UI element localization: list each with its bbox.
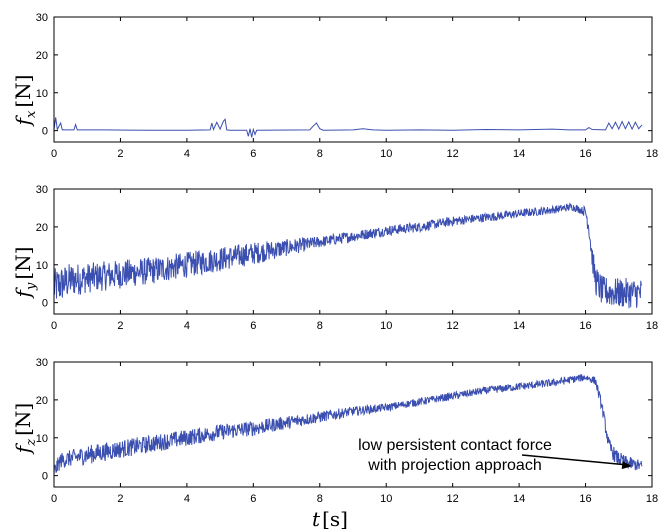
fy-xtick-label: 14 xyxy=(513,320,525,332)
fx-ylabel: fx[N] xyxy=(11,75,39,128)
fy-xtick-label: 4 xyxy=(184,320,190,332)
fx-ytick-label: 20 xyxy=(36,50,48,62)
fy-xtick-label: 18 xyxy=(646,320,658,332)
fy-xtick-label: 12 xyxy=(447,320,459,332)
fx-xtick-label: 6 xyxy=(250,148,256,160)
fz-ylabel-unit: [N] xyxy=(11,403,35,436)
fx-xtick-label: 4 xyxy=(184,148,190,160)
fz-xtick-label: 4 xyxy=(184,493,190,505)
x-axis-label-symbol: t xyxy=(312,507,321,529)
fy-xtick-label: 2 xyxy=(117,320,123,332)
annotation-arrow xyxy=(521,454,625,466)
fz-xtick-label: 6 xyxy=(250,493,256,505)
fx-xtick-label: 10 xyxy=(380,148,392,160)
fx-xtick-label: 2 xyxy=(117,148,123,160)
fz-ticks: 0 2 4 6 8 10 12 14 16 18 0 10 20 30 xyxy=(36,357,658,505)
fy-ytick-label: 0 xyxy=(42,298,48,310)
fx-series-layer xyxy=(53,117,643,138)
fy-xtick-label: 8 xyxy=(317,320,323,332)
fy-ytick-label: 10 xyxy=(36,260,48,272)
fy-ticks: 0 2 4 6 8 10 12 14 16 18 0 10 20 30 xyxy=(36,184,658,332)
fx-plot-frame xyxy=(53,16,653,143)
fx-xtick-label: 0 xyxy=(51,148,57,160)
fz-xtick-label: 0 xyxy=(51,493,57,505)
fy-ylabel-unit: [N] xyxy=(11,247,35,280)
fz-ytick-label: 0 xyxy=(42,471,48,483)
fz-xtick-label: 18 xyxy=(646,493,658,505)
fx-ylabel-unit: [N] xyxy=(11,75,35,108)
x-axis-label: t [s] xyxy=(312,507,348,529)
fy-ylabel-subscript: y xyxy=(24,282,39,291)
annotation-arrow-head xyxy=(621,461,633,470)
fz-ylabel: fz[N] xyxy=(11,403,39,455)
fx-ticks: 0 2 4 6 8 10 12 14 16 18 0 10 20 30 xyxy=(36,12,658,160)
fz-xtick-label: 16 xyxy=(579,493,591,505)
annotation-line-1: low persistent contact force xyxy=(358,437,552,454)
fx-ytick-label: 30 xyxy=(36,12,48,24)
fz-ytick-label: 30 xyxy=(36,357,48,369)
fz-ylabel-subscript: z xyxy=(24,439,39,447)
fy-ytick-label: 20 xyxy=(36,222,48,234)
fy-xtick-label: 10 xyxy=(380,320,392,332)
fy-ylabel: fy[N] xyxy=(11,247,39,300)
fy-ytick-label: 30 xyxy=(36,184,48,196)
fy-xtick-label: 6 xyxy=(250,320,256,332)
fz-series-line xyxy=(53,374,643,475)
fz-xtick-label: 10 xyxy=(380,493,392,505)
fy-xtick-label: 0 xyxy=(51,320,57,332)
fx-xtick-label: 14 xyxy=(513,148,525,160)
fz-series-layer xyxy=(53,374,643,475)
fx-xtick-label: 8 xyxy=(317,148,323,160)
fz-xtick-label: 8 xyxy=(317,493,323,505)
fx-ytick-label: 0 xyxy=(42,126,48,138)
fy-plot-frame xyxy=(53,188,653,315)
fy-series-line xyxy=(53,202,643,309)
fx-series-line xyxy=(53,117,643,138)
fz-xtick-label: 2 xyxy=(117,493,123,505)
fz-xtick-label: 14 xyxy=(513,493,525,505)
fz-xtick-label: 12 xyxy=(447,493,459,505)
fz-ytick-label: 20 xyxy=(36,395,48,407)
fx-xtick-label: 18 xyxy=(646,148,658,160)
fx-ylabel-subscript: x xyxy=(24,110,39,118)
fx-xtick-label: 12 xyxy=(447,148,459,160)
fx-ytick-label: 10 xyxy=(36,88,48,100)
x-axis-label-unit: [s] xyxy=(322,507,348,529)
annotation-line-2: with projection approach xyxy=(367,457,541,474)
fz-plot-frame xyxy=(53,361,653,488)
fz-ytick-label: 10 xyxy=(36,433,48,445)
fy-series-layer xyxy=(53,202,643,309)
fx-xtick-label: 16 xyxy=(579,148,591,160)
fy-xtick-label: 16 xyxy=(579,320,591,332)
annotation: low persistent contact force with projec… xyxy=(358,437,633,474)
